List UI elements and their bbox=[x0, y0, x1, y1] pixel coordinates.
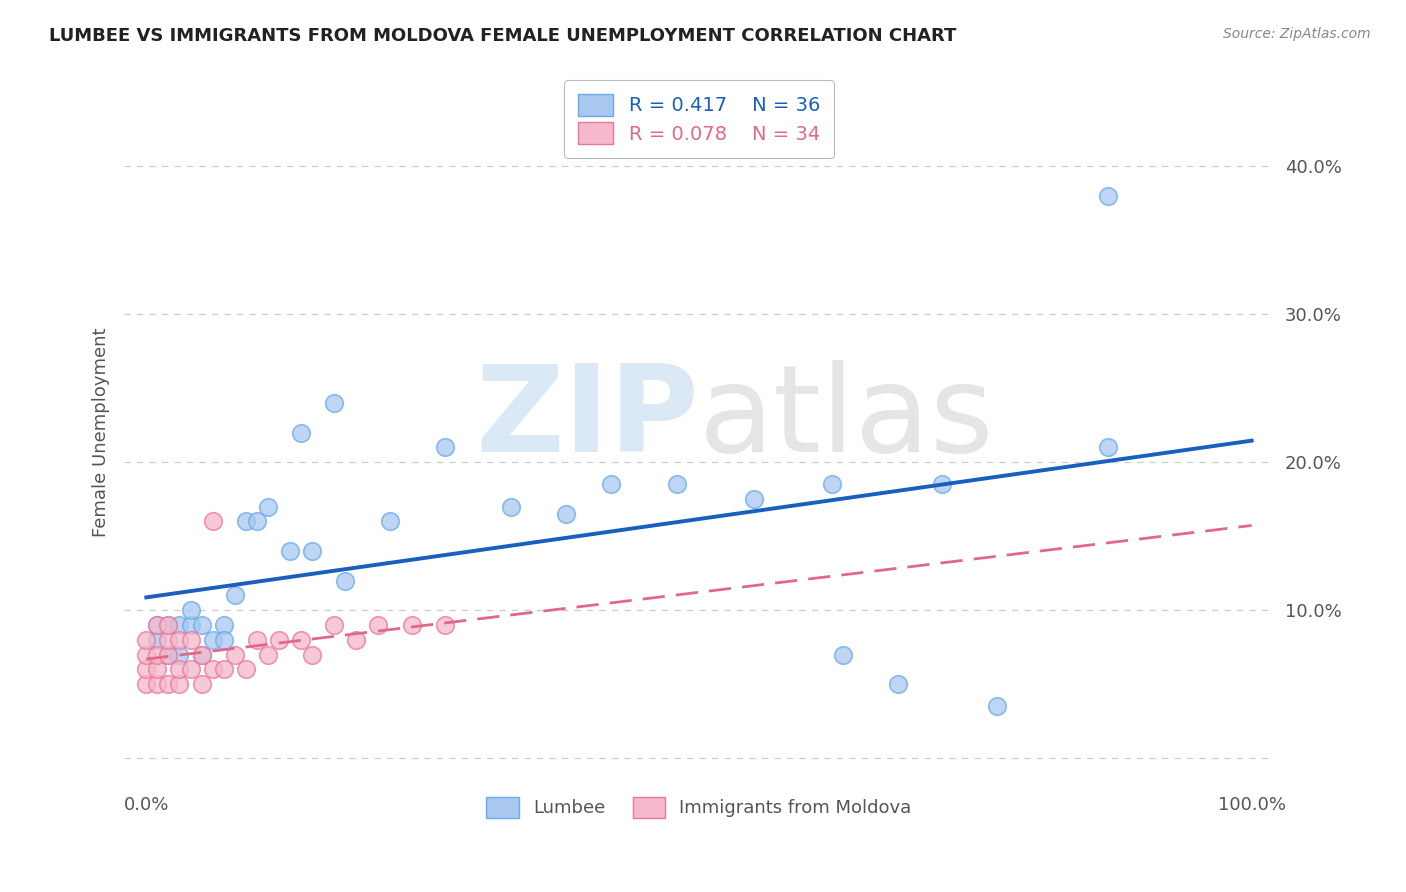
Point bbox=[135, 648, 157, 662]
Point bbox=[235, 663, 257, 677]
Point bbox=[157, 648, 180, 662]
Point bbox=[742, 492, 765, 507]
Point bbox=[267, 632, 290, 647]
Point bbox=[599, 477, 621, 491]
Point bbox=[146, 632, 169, 647]
Point bbox=[323, 396, 346, 410]
Point bbox=[257, 648, 280, 662]
Point bbox=[433, 441, 456, 455]
Text: LUMBEE VS IMMIGRANTS FROM MOLDOVA FEMALE UNEMPLOYMENT CORRELATION CHART: LUMBEE VS IMMIGRANTS FROM MOLDOVA FEMALE… bbox=[49, 27, 956, 45]
Point bbox=[665, 477, 688, 491]
Point bbox=[378, 515, 401, 529]
Point bbox=[301, 648, 323, 662]
Point bbox=[278, 544, 301, 558]
Point bbox=[501, 500, 523, 514]
Point bbox=[157, 618, 180, 632]
Point bbox=[169, 618, 191, 632]
Point bbox=[986, 699, 1008, 714]
Point bbox=[323, 618, 346, 632]
Point bbox=[212, 618, 235, 632]
Point bbox=[201, 515, 224, 529]
Point bbox=[157, 618, 180, 632]
Point bbox=[257, 500, 280, 514]
Point bbox=[157, 632, 180, 647]
Point bbox=[135, 632, 157, 647]
Point bbox=[169, 663, 191, 677]
Point bbox=[246, 632, 269, 647]
Point bbox=[169, 648, 191, 662]
Point bbox=[157, 677, 180, 691]
Point bbox=[931, 477, 953, 491]
Point bbox=[157, 648, 180, 662]
Point bbox=[301, 544, 323, 558]
Point bbox=[887, 677, 910, 691]
Point bbox=[212, 663, 235, 677]
Point bbox=[235, 515, 257, 529]
Point bbox=[146, 618, 169, 632]
Point bbox=[290, 425, 312, 440]
Point bbox=[146, 663, 169, 677]
Point bbox=[180, 618, 202, 632]
Point bbox=[224, 589, 246, 603]
Point bbox=[190, 618, 212, 632]
Point bbox=[555, 507, 578, 521]
Point bbox=[190, 648, 212, 662]
Point bbox=[831, 648, 853, 662]
Text: Source: ZipAtlas.com: Source: ZipAtlas.com bbox=[1223, 27, 1371, 41]
Point bbox=[190, 677, 212, 691]
Point bbox=[135, 663, 157, 677]
Point bbox=[212, 632, 235, 647]
Point bbox=[146, 677, 169, 691]
Point bbox=[180, 663, 202, 677]
Point bbox=[344, 632, 367, 647]
Point bbox=[335, 574, 357, 588]
Point bbox=[169, 677, 191, 691]
Legend: Lumbee, Immigrants from Moldova: Lumbee, Immigrants from Moldova bbox=[479, 789, 920, 825]
Y-axis label: Female Unemployment: Female Unemployment bbox=[93, 328, 110, 537]
Point bbox=[180, 632, 202, 647]
Point bbox=[201, 632, 224, 647]
Point bbox=[821, 477, 844, 491]
Point bbox=[224, 648, 246, 662]
Point bbox=[290, 632, 312, 647]
Point bbox=[146, 618, 169, 632]
Point bbox=[401, 618, 423, 632]
Point bbox=[367, 618, 389, 632]
Point bbox=[433, 618, 456, 632]
Point bbox=[180, 603, 202, 617]
Point bbox=[135, 677, 157, 691]
Point bbox=[146, 648, 169, 662]
Point bbox=[1097, 441, 1119, 455]
Point bbox=[246, 515, 269, 529]
Point bbox=[1097, 189, 1119, 203]
Text: atlas: atlas bbox=[699, 360, 994, 477]
Point bbox=[190, 648, 212, 662]
Point bbox=[201, 663, 224, 677]
Point bbox=[169, 632, 191, 647]
Text: ZIP: ZIP bbox=[475, 360, 699, 477]
